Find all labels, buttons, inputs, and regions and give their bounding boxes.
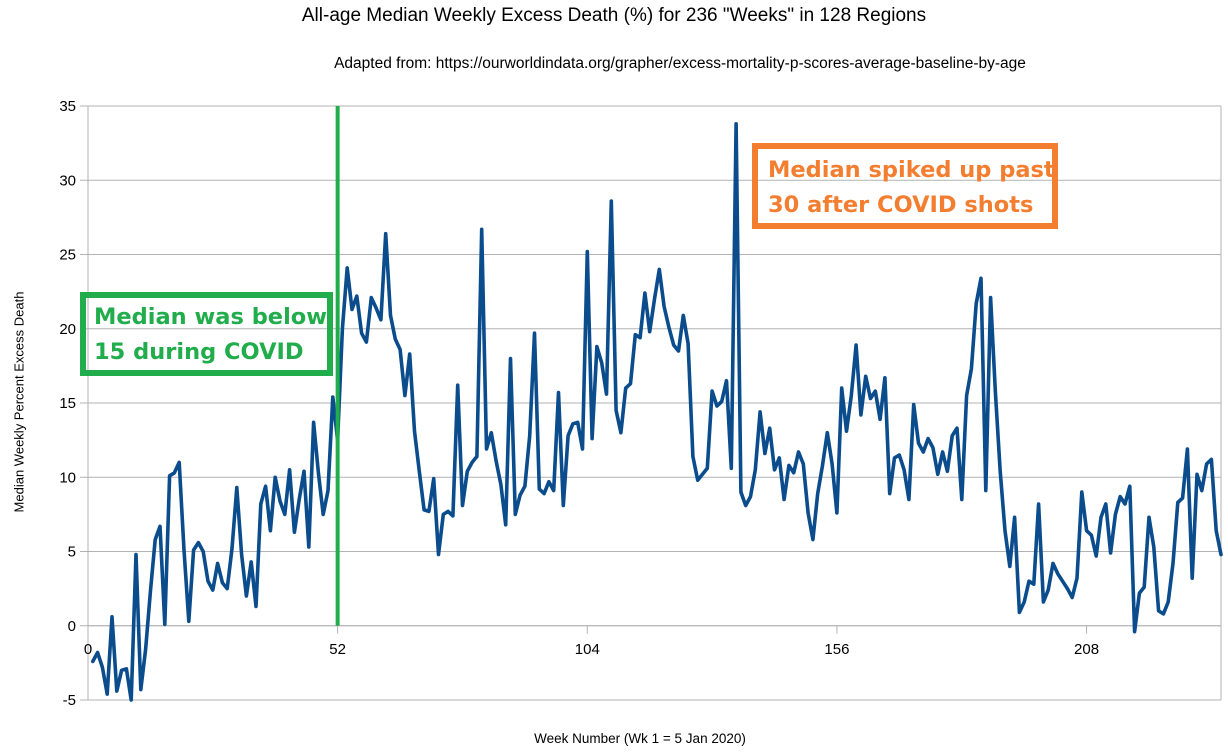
y-tick-label: 10 <box>59 469 76 486</box>
callout-below-15: Median was below 15 during COVID <box>80 292 333 376</box>
series-line <box>91 122 1223 702</box>
y-tick-label: 5 <box>68 544 76 561</box>
y-tick-label: 25 <box>59 247 76 264</box>
x-tick-labels: 0 52 104 156 208 <box>84 641 1099 658</box>
y-tick-label: 30 <box>59 172 76 189</box>
callout-orange-line-1: Median spiked up past <box>768 157 1055 183</box>
x-tick-label: 208 <box>1074 641 1099 658</box>
x-tick-label: 52 <box>329 641 346 658</box>
callout-green-line-2: 15 during COVID <box>94 339 304 365</box>
y-tick-label: 35 <box>59 98 76 115</box>
x-tick-label: 104 <box>575 641 600 658</box>
callout-spike-30: Median spiked up past 30 after COVID sho… <box>752 143 1058 229</box>
y-tick-label: -5 <box>63 692 76 709</box>
callout-orange-line-2: 30 after COVID shots <box>768 192 1034 218</box>
chart-title: All-age Median Weekly Excess Death (%) f… <box>301 5 927 26</box>
callout-green-line-1: Median was below <box>94 304 328 330</box>
x-tick-label: 0 <box>84 641 92 658</box>
y-tick-labels: -5 0 5 10 15 20 25 30 35 <box>59 98 76 709</box>
x-axis-label: Week Number (Wk 1 = 5 Jan 2020) <box>534 731 746 746</box>
y-tick-label: 15 <box>59 395 76 412</box>
y-tick-label: 0 <box>68 618 76 635</box>
chart-subtitle: Adapted from: https://ourworldindata.org… <box>334 55 1026 72</box>
x-tick-label: 156 <box>824 641 849 658</box>
y-tick-label: 20 <box>59 321 76 338</box>
